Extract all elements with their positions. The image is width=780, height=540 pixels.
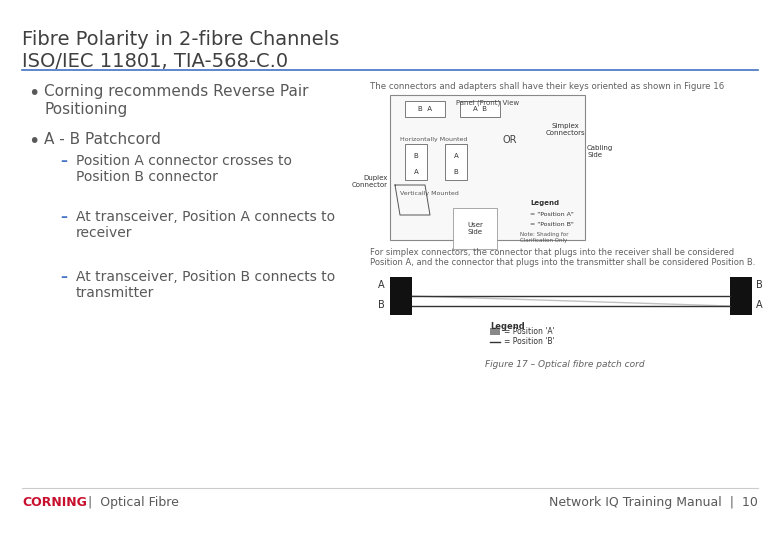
Bar	[445, 144, 467, 180]
Text: –: –	[60, 270, 67, 284]
Text: Cabling
Side: Cabling Side	[587, 145, 613, 158]
Text: Panel (Front) View: Panel (Front) View	[456, 99, 519, 105]
Text: At transceiver, Position A connects to: At transceiver, Position A connects to	[76, 210, 335, 224]
Text: A: A	[378, 280, 385, 290]
Text: Duplex
Connector: Duplex Connector	[352, 175, 388, 188]
Text: Vertically Mounted: Vertically Mounted	[400, 191, 459, 196]
Text: = Position 'B': = Position 'B'	[504, 338, 555, 347]
Text: Legend: Legend	[490, 322, 525, 331]
Text: Position A connector crosses to: Position A connector crosses to	[76, 154, 292, 168]
Text: = "Position A": = "Position A"	[530, 212, 574, 217]
Text: Position B connector: Position B connector	[76, 170, 218, 184]
Text: B: B	[756, 280, 763, 290]
Text: B: B	[413, 153, 418, 159]
Text: A  B: A B	[473, 106, 487, 112]
Text: OR: OR	[503, 135, 517, 145]
Bar	[405, 144, 427, 180]
Text: Simplex
Connectors: Simplex Connectors	[545, 123, 585, 136]
Text: Legend: Legend	[530, 200, 559, 206]
Text: transmitter: transmitter	[76, 286, 154, 300]
Text: B: B	[378, 300, 385, 310]
Bar	[390, 95, 585, 240]
Text: At transceiver, Position B connects to: At transceiver, Position B connects to	[76, 270, 335, 284]
Text: Position A, and the connector that plugs into the transmitter shall be considere: Position A, and the connector that plugs…	[370, 258, 755, 267]
Text: –: –	[60, 154, 67, 168]
Bar	[730, 277, 752, 315]
Text: receiver: receiver	[76, 226, 133, 240]
Text: Fibre Polarity in 2-fibre Channels: Fibre Polarity in 2-fibre Channels	[22, 30, 339, 49]
Bar	[490, 328, 500, 335]
Text: B  A: B A	[418, 106, 432, 112]
Text: CORNING: CORNING	[22, 496, 87, 509]
Text: User
Side: User Side	[467, 222, 483, 235]
Text: •: •	[28, 84, 39, 103]
Text: –: –	[60, 210, 67, 224]
Text: ISO/IEC 11801, TIA-568-C.0: ISO/IEC 11801, TIA-568-C.0	[22, 52, 288, 71]
Text: = Position 'A': = Position 'A'	[504, 327, 555, 335]
Text: A: A	[454, 153, 459, 159]
Text: = "Position B": = "Position B"	[530, 222, 574, 227]
Bar	[405, 101, 445, 117]
Text: |  Optical Fibre: | Optical Fibre	[80, 496, 179, 509]
Bar	[390, 277, 412, 315]
Bar	[460, 101, 500, 117]
Text: A: A	[413, 169, 418, 175]
Text: Positioning: Positioning	[44, 102, 127, 117]
Text: Corning recommends Reverse Pair: Corning recommends Reverse Pair	[44, 84, 309, 99]
Text: The connectors and adapters shall have their keys oriented as shown in Figure 16: The connectors and adapters shall have t…	[370, 82, 725, 91]
Text: B: B	[454, 169, 459, 175]
Text: •: •	[28, 132, 39, 151]
Text: For simplex connectors, the connector that plugs into the receiver shall be cons: For simplex connectors, the connector th…	[370, 248, 734, 257]
Text: Horizontally Mounted: Horizontally Mounted	[400, 137, 467, 142]
Text: A - B Patchcord: A - B Patchcord	[44, 132, 161, 147]
Text: Network IQ Training Manual  |  10: Network IQ Training Manual | 10	[549, 496, 758, 509]
Text: A: A	[756, 300, 763, 310]
Text: Note: Shading for
Clarification Only: Note: Shading for Clarification Only	[520, 232, 569, 243]
Text: Figure 17 – Optical fibre patch cord: Figure 17 – Optical fibre patch cord	[485, 360, 645, 369]
